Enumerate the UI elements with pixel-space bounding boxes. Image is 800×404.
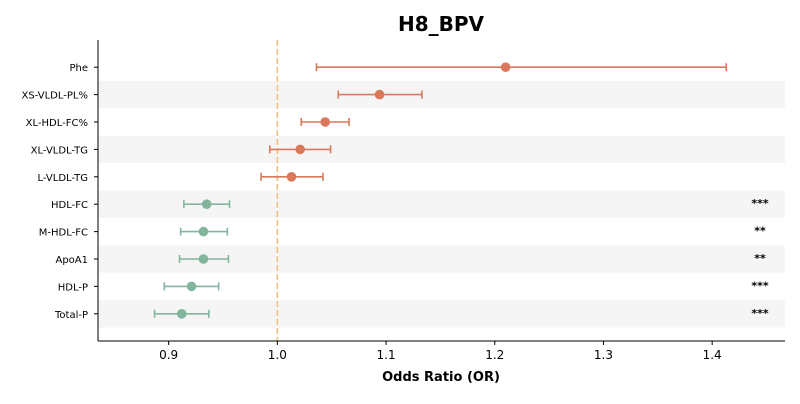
axes: Phe XS-VLDL-PL% XL-HDL-FC% XL-VLDL-TG L-VLDL…: [22, 40, 785, 362]
x-tick-label: 0.9: [159, 348, 178, 362]
x-tick-label: 1.0: [268, 348, 287, 362]
row-label: XL-HDL-FC%: [26, 118, 88, 129]
significance-label: ***: [751, 197, 769, 210]
x-tick-label: 1.3: [594, 348, 613, 362]
or-point: [198, 226, 209, 237]
significance-label: ***: [751, 279, 769, 292]
or-point: [176, 309, 187, 319]
or-point: [201, 199, 212, 209]
row-label: XS-VLDL-PL%: [22, 91, 88, 102]
or-point: [500, 62, 511, 72]
x-tick-label: 1.2: [485, 348, 504, 362]
row-label: Total-P: [54, 310, 88, 321]
row-label: M-HDL-FC: [39, 228, 88, 239]
row-label: L-VLDL-TG: [38, 173, 88, 184]
row-band: [98, 135, 785, 164]
or-point: [320, 117, 330, 127]
row-label: Phe: [69, 63, 88, 74]
data-marks: *************: [153, 62, 769, 320]
or-point: [295, 144, 305, 155]
row-label: XL-VLDL-TG: [31, 145, 88, 156]
or-point: [198, 254, 209, 264]
row-label: ApoA1: [55, 255, 88, 266]
significance-label: **: [754, 225, 766, 238]
x-tick-label: 1.4: [703, 348, 722, 362]
significance-label: **: [754, 252, 766, 265]
x-tick-label: 1.1: [377, 348, 396, 362]
significance-label: ***: [751, 307, 769, 320]
chart-title: H8_BPV: [398, 12, 485, 36]
row-label: HDL-FC: [51, 200, 88, 211]
x-axis-label: Odds Ratio (OR): [382, 370, 500, 385]
or-point: [286, 172, 297, 182]
row-bands: [98, 80, 785, 328]
row-label: HDL-P: [58, 282, 88, 293]
or-point: [374, 89, 385, 100]
row-band: [98, 80, 785, 109]
row-band: [98, 300, 785, 328]
or-point: [186, 281, 197, 292]
